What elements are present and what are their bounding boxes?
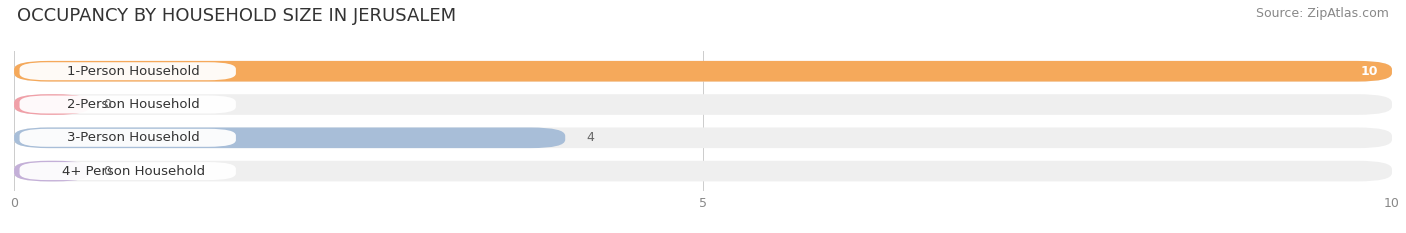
- Text: 1-Person Household: 1-Person Household: [67, 65, 200, 78]
- Text: 0: 0: [104, 98, 111, 111]
- Text: 4+ Person Household: 4+ Person Household: [62, 164, 205, 178]
- FancyBboxPatch shape: [14, 127, 1392, 148]
- FancyBboxPatch shape: [14, 61, 1392, 82]
- FancyBboxPatch shape: [14, 94, 90, 115]
- FancyBboxPatch shape: [20, 62, 236, 80]
- FancyBboxPatch shape: [20, 96, 236, 113]
- Text: 0: 0: [104, 164, 111, 178]
- FancyBboxPatch shape: [14, 161, 90, 182]
- Text: 4: 4: [586, 131, 593, 144]
- FancyBboxPatch shape: [14, 127, 565, 148]
- FancyBboxPatch shape: [20, 129, 236, 147]
- Text: 2-Person Household: 2-Person Household: [67, 98, 200, 111]
- Text: OCCUPANCY BY HOUSEHOLD SIZE IN JERUSALEM: OCCUPANCY BY HOUSEHOLD SIZE IN JERUSALEM: [17, 7, 456, 25]
- FancyBboxPatch shape: [14, 94, 1392, 115]
- Text: 3-Person Household: 3-Person Household: [67, 131, 200, 144]
- Text: 10: 10: [1361, 65, 1378, 78]
- FancyBboxPatch shape: [14, 61, 1392, 82]
- Text: Source: ZipAtlas.com: Source: ZipAtlas.com: [1256, 7, 1389, 20]
- FancyBboxPatch shape: [20, 162, 236, 180]
- FancyBboxPatch shape: [14, 161, 1392, 182]
